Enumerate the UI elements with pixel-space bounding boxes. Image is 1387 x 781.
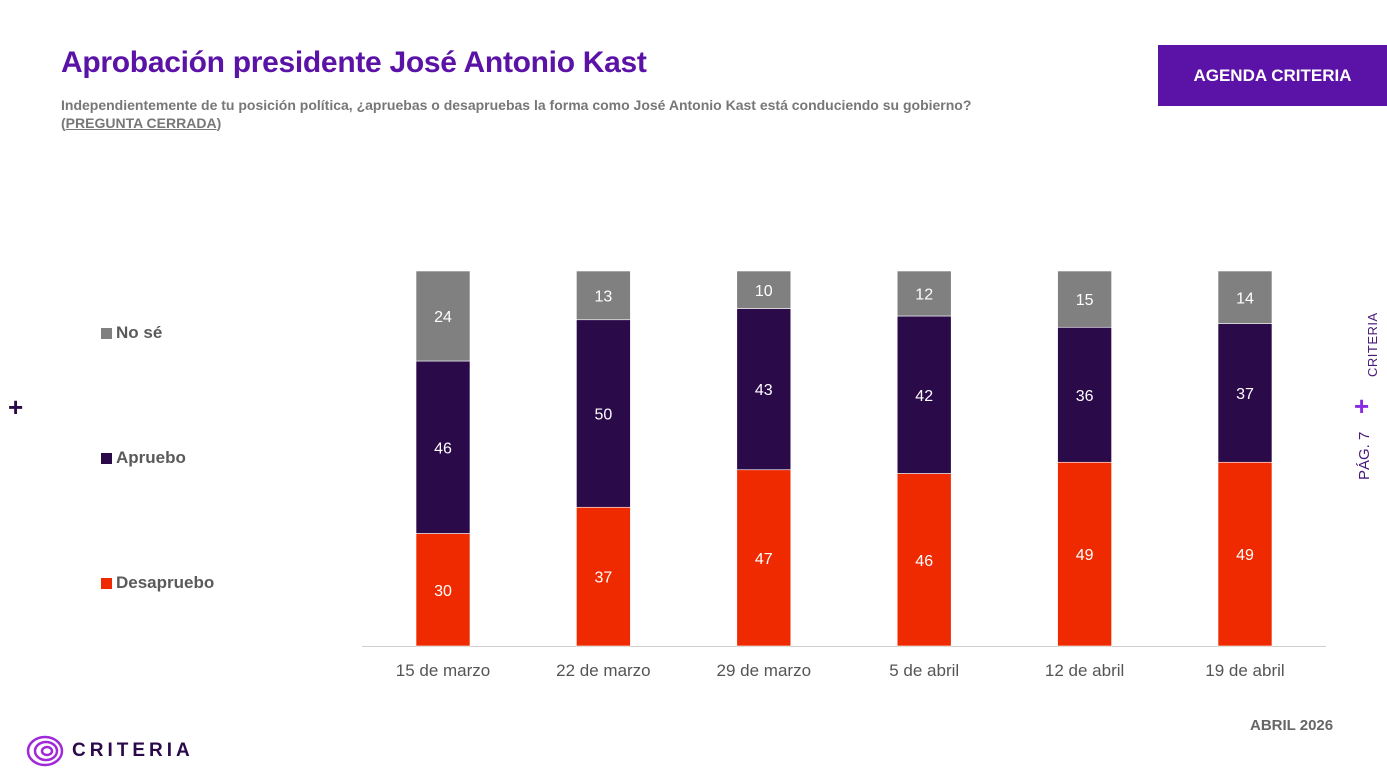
data-label-apruebo: 50 (595, 407, 613, 424)
data-label-desapruebo: 47 (755, 551, 773, 568)
data-label-desapruebo: 49 (1076, 547, 1094, 564)
bar-segment-desapruebo (1217, 461, 1273, 647)
legend-swatch-apruebo (101, 452, 112, 464)
question-body: Independientemente de tu posición políti… (61, 97, 972, 131)
bar-segment-no-s- (1217, 270, 1273, 324)
data-label-no-s-: 14 (1236, 290, 1254, 307)
bar-segment-desapruebo (896, 473, 952, 647)
bar-segment-apruebo (576, 319, 631, 508)
question-end: ) (216, 115, 222, 131)
legend-swatch-no-se (101, 327, 112, 339)
data-label-apruebo: 43 (755, 382, 773, 399)
data-label-no-s-: 15 (1076, 292, 1094, 309)
x-tick-label: 19 de abril (1205, 661, 1284, 680)
bar-segment-desapruebo (736, 469, 792, 647)
question-text: Independientemente de tu posición políti… (61, 96, 991, 132)
legend-label-apruebo: Apruebo (116, 448, 186, 467)
plus-icon-left: + (8, 392, 24, 422)
data-label-desapruebo: 46 (915, 553, 933, 570)
data-label-apruebo: 37 (1236, 386, 1254, 403)
legend-label-desapruebo: Desapruebo (116, 573, 215, 592)
data-label-apruebo: 42 (915, 388, 933, 405)
data-label-desapruebo: 37 (595, 570, 613, 587)
bar-segment-apruebo (1217, 323, 1273, 463)
bar-segment-desapruebo (1057, 461, 1112, 647)
bar-segment-apruebo (1057, 326, 1112, 463)
bar-segment-no-s- (576, 270, 631, 321)
x-tick-label: 29 de marzo (717, 661, 812, 680)
legend-item-desapruebo: Desapruebo (101, 573, 214, 593)
bar-segment-desapruebo (415, 533, 471, 647)
data-label-no-s-: 24 (434, 309, 452, 326)
data-label-no-s-: 12 (915, 287, 933, 304)
bar-segment-no-s- (415, 270, 471, 362)
report-date: ABRIL 2026 (1250, 717, 1334, 734)
legend-label-no-se: No sé (116, 323, 163, 342)
legend-item-apruebo: Apruebo (101, 448, 186, 468)
bar-segment-apruebo (415, 360, 471, 534)
bar-segment-no-s- (1057, 270, 1112, 328)
page-title: Aprobación presidente José Antonio Kast (61, 46, 647, 79)
criteria-logo-icon (26, 735, 64, 767)
closed-question-tag: PREGUNTA CERRADA (65, 115, 217, 131)
x-tick-label: 22 de marzo (556, 661, 651, 680)
criteria-logo: CRITERIA (26, 735, 194, 767)
data-label-desapruebo: 49 (1236, 547, 1254, 564)
agenda-criteria-badge: AGENDA CRITERIA (1158, 45, 1387, 106)
legend-swatch-desapruebo (101, 577, 112, 589)
data-label-no-s-: 10 (755, 283, 773, 300)
logo-wordmark: CRITERIA (72, 740, 194, 761)
x-tick-label: 15 de marzo (396, 661, 491, 680)
data-label-desapruebo: 30 (434, 583, 452, 600)
bar-segment-no-s- (736, 270, 792, 309)
bar-segment-apruebo (896, 315, 952, 474)
legend-item-no-se: No sé (101, 323, 162, 343)
x-tick-label: 5 de abril (889, 661, 959, 680)
data-label-apruebo: 36 (1076, 388, 1094, 405)
data-label-apruebo: 46 (434, 440, 452, 457)
data-label-no-s-: 13 (595, 288, 613, 305)
plus-icon-right: + (1354, 391, 1370, 421)
bar-segment-no-s- (896, 270, 952, 317)
x-tick-label: 12 de abril (1045, 661, 1124, 680)
